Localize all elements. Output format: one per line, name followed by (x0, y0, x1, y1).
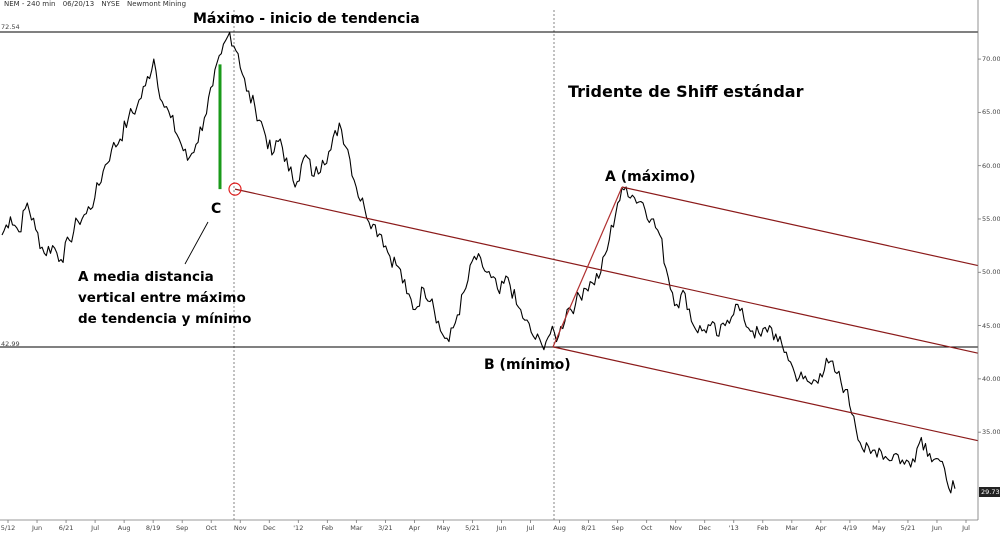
y-tick-label: 60.00 (982, 161, 1000, 170)
y-tick-label: 40.00 (982, 374, 1000, 383)
pitchfork-title: Tridente de Shiff estándar (568, 82, 804, 101)
note-pointer-line (184, 221, 209, 265)
pitchfork-upper-line (621, 186, 979, 267)
x-tick-label: Jun (496, 524, 507, 532)
x-tick-label: 4/19 (842, 524, 858, 532)
x-tick-label: May (872, 524, 886, 532)
x-tick-label: 8/21 (581, 524, 596, 532)
point-a-label: A (máximo) (605, 169, 696, 185)
midpoint-note: A media distancia vertical entre máximo … (78, 269, 252, 327)
x-tick-label: Jul (91, 524, 99, 532)
x-tick-label: Feb (321, 524, 334, 532)
x-tick-label: Dec (262, 524, 276, 532)
x-tick-label: Apr (815, 524, 827, 532)
x-tick-label: Nov (669, 524, 683, 532)
x-tick-label: Sep (176, 524, 189, 532)
x-tick-label: Jul (526, 524, 535, 532)
x-tick-label: Oct (641, 524, 653, 532)
plot-area (0, 0, 978, 520)
header-exchange: NYSE (101, 0, 120, 8)
x-tick-label: Feb (757, 524, 769, 532)
x-tick-label: 8/19 (145, 524, 161, 532)
price-layer (1, 31, 956, 494)
x-tick-label: Mar (785, 524, 798, 532)
x-tick-label: Oct (205, 524, 217, 532)
x-tick-label: Mar (350, 524, 363, 532)
price-series-line (1, 31, 956, 494)
x-tick-label: 5/12 (0, 524, 16, 532)
x-tick-label: Aug (553, 524, 566, 532)
y-tick-label: 55.00 (982, 214, 1000, 223)
x-tick-label: 5/21 (465, 524, 480, 532)
x-tick-label: May (436, 524, 451, 532)
x-tick-label: Aug (117, 524, 131, 532)
y-tick-label: 35.00 (982, 428, 1000, 437)
x-tick-label: Nov (233, 524, 247, 532)
pitchfork-lower-line (552, 346, 979, 442)
a-b-connector-line (552, 186, 623, 348)
max-start-annotation: Máximo - inicio de tendencia (193, 11, 420, 27)
x-tick-label: 6/21 (58, 524, 74, 532)
point-c-label: C (211, 201, 222, 217)
grid-layer (0, 10, 981, 523)
x-tick-label: Dec (698, 524, 712, 532)
level-label-high: 72.54 (1, 23, 20, 31)
y-tick-label: 45.00 (982, 321, 1000, 330)
x-tick-label: Apr (408, 524, 421, 532)
x-tick-label: Jun (931, 524, 943, 532)
x-tick-label: Sep (611, 524, 624, 532)
level-label-low: 42.99 (1, 340, 20, 348)
x-tick-label: Jul (962, 524, 970, 532)
overlay-layer (184, 64, 979, 442)
header-symbol: NEM - 240 min (4, 0, 56, 8)
point-c-circle (228, 182, 242, 196)
x-tick-label: 3/21 (378, 524, 393, 532)
header-company: Newmont Mining (127, 0, 187, 8)
x-tick-label: Jun (31, 524, 43, 532)
pitchfork-median-line (234, 188, 979, 354)
x-tick-label: '13 (728, 524, 739, 532)
point-b-label: B (mínimo) (484, 357, 571, 373)
y-tick-label: 50.00 (982, 268, 1000, 277)
last-price-badge: 29.73 (979, 487, 1000, 497)
x-tick-label: '12 (293, 524, 304, 532)
header-date: 06/20/13 (62, 0, 95, 8)
y-tick-label: 70.00 (982, 55, 1000, 64)
chart-header: NEM - 240 min 06/20/13 NYSE Newmont Mini… (4, 0, 191, 8)
y-tick-label: 65.00 (982, 108, 1000, 117)
x-tick-label: 5/21 (900, 524, 916, 532)
